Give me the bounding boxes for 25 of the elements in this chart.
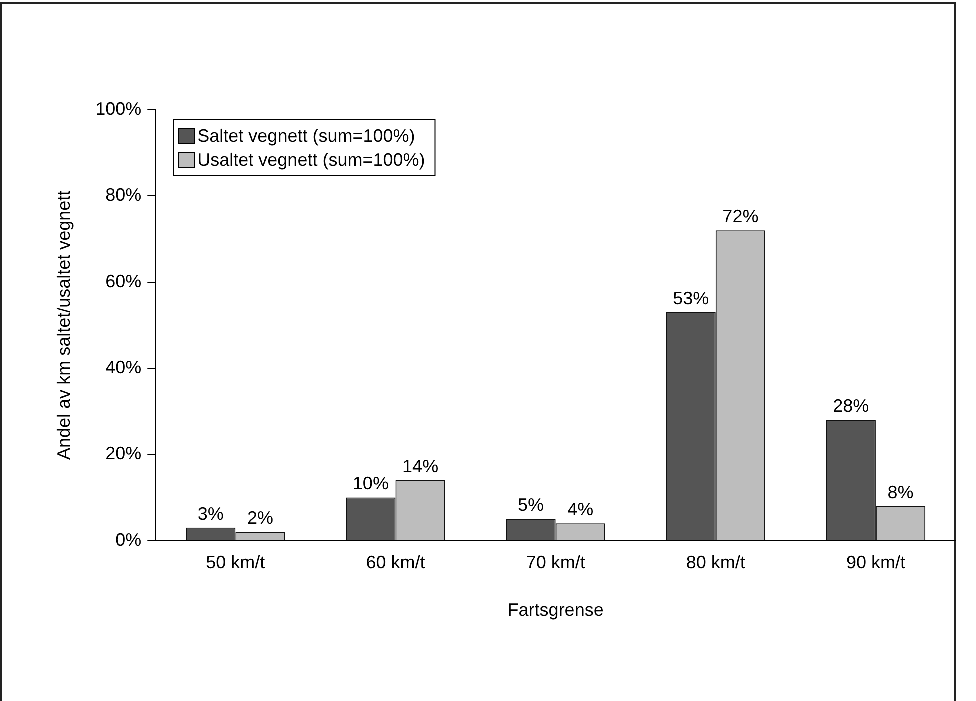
x-tick-label: 70 km/t	[526, 552, 586, 573]
y-tick-label: 0%	[116, 530, 142, 550]
data-label: 14%	[402, 456, 439, 476]
y-tick-label: 40%	[106, 357, 142, 378]
data-label: 3%	[198, 504, 224, 524]
data-label: 28%	[833, 396, 870, 416]
x-tick-label: 90 km/t	[846, 552, 906, 573]
y-tick-label: 80%	[106, 185, 142, 206]
data-label: 4%	[568, 500, 594, 520]
y-tick-label: 20%	[106, 444, 142, 464]
legend-label: Saltet vegnett (sum=100%)	[198, 126, 416, 146]
data-label: 2%	[247, 508, 274, 528]
data-label: 5%	[518, 495, 544, 516]
data-label: 53%	[673, 288, 710, 308]
x-tick-label: 80 km/t	[686, 552, 746, 573]
y-tick-label: 60%	[106, 271, 142, 292]
x-tick-label: 50 km/t	[206, 552, 266, 573]
data-label: 72%	[722, 206, 759, 227]
x-axis-title: Fartsgrense	[508, 600, 604, 620]
x-tick-label: 60 km/t	[366, 552, 426, 573]
data-label: 10%	[352, 474, 389, 494]
y-axis-title: Andel av km saltet/usaltet vegnett	[54, 190, 74, 460]
y-tick-label: 100%	[96, 98, 142, 119]
data-label: 8%	[888, 482, 914, 502]
legend-label: Usaltet vegnett (sum=100%)	[198, 150, 426, 170]
